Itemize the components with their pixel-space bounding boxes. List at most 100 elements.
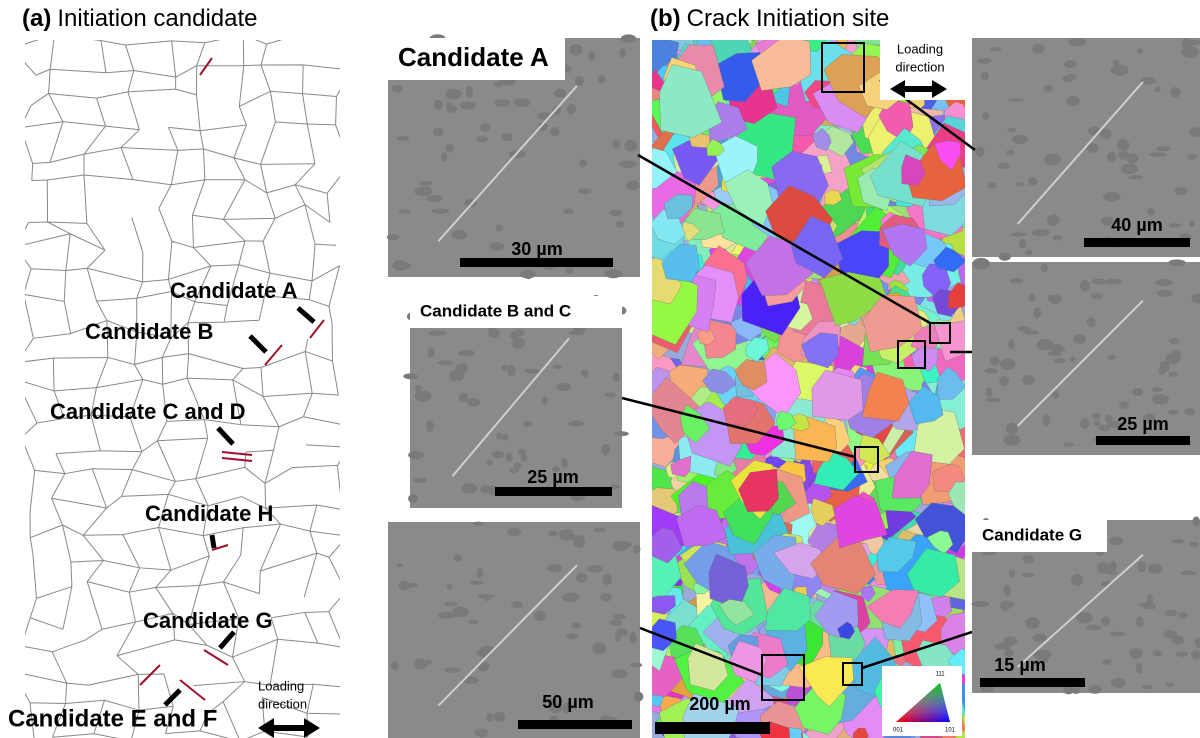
texture: [1008, 569, 1016, 578]
texture: [491, 450, 505, 459]
texture: [477, 594, 496, 599]
texture: [578, 188, 592, 195]
texture: [501, 133, 513, 142]
texture: [1009, 232, 1027, 237]
texture: [986, 387, 993, 398]
texture: [1126, 153, 1139, 164]
texture: [1023, 330, 1039, 335]
texture: [602, 573, 613, 585]
texture: [479, 123, 491, 133]
scale-bar: [460, 258, 613, 267]
grain-boundary-map: [25, 40, 340, 738]
texture: [1170, 350, 1182, 362]
texture: [1086, 317, 1096, 327]
grain: [934, 140, 962, 171]
texture: [997, 162, 1010, 170]
texture: [470, 580, 484, 585]
texture: [1008, 97, 1025, 103]
panel-label: (b): [650, 5, 681, 32]
texture: [1021, 572, 1035, 578]
texture: [630, 662, 643, 668]
texture: [1064, 60, 1077, 69]
grain: [933, 246, 965, 273]
texture: [1047, 294, 1058, 302]
grain: [853, 727, 869, 738]
texture: [415, 384, 422, 393]
candidate-label: Candidate H: [145, 501, 273, 526]
inset-title: Candidate G: [982, 525, 1082, 544]
texture: [989, 356, 1000, 366]
texture: [511, 601, 523, 609]
grain-boundaries: [25, 40, 340, 738]
texture: [1120, 163, 1138, 175]
grain: [907, 548, 960, 598]
grain: [892, 450, 933, 499]
texture: [437, 360, 454, 366]
texture: [513, 98, 531, 108]
texture: [1004, 648, 1014, 658]
grain: [670, 455, 692, 478]
panel-label: (a): [22, 5, 51, 32]
texture: [1033, 649, 1052, 660]
texture: [1135, 616, 1144, 627]
texture: [587, 565, 603, 573]
grain: [652, 376, 708, 445]
texture: [1104, 414, 1113, 424]
grain: [687, 643, 729, 692]
texture: [612, 540, 629, 552]
texture: [1054, 357, 1066, 364]
ipf-label: 111: [935, 672, 945, 678]
grain: [652, 527, 683, 564]
grain: [901, 154, 926, 186]
grain: [729, 640, 768, 683]
texture: [1191, 649, 1200, 660]
texture: [1181, 46, 1199, 58]
grain: [824, 189, 842, 206]
texture: [551, 466, 560, 473]
grain: [751, 40, 811, 91]
scale-bar: [1096, 436, 1190, 445]
texture: [493, 711, 506, 722]
texture: [451, 606, 469, 618]
grain: [706, 138, 725, 156]
crack: [451, 337, 570, 477]
panel-title: Crack Initiation site: [687, 5, 890, 32]
texture: [446, 583, 453, 590]
texture: [398, 209, 412, 214]
texture: [1000, 600, 1011, 611]
texture: [1184, 408, 1195, 416]
texture: [1008, 338, 1015, 350]
texture: [546, 564, 563, 573]
texture: [1152, 394, 1170, 405]
texture: [1189, 127, 1200, 138]
texture: [1032, 43, 1045, 54]
texture: [1135, 662, 1143, 674]
texture: [1168, 223, 1182, 228]
grain: [652, 618, 677, 651]
texture: [1040, 263, 1048, 273]
texture: [444, 667, 461, 673]
texture: [408, 494, 418, 503]
texture: [1185, 39, 1200, 46]
texture: [1155, 146, 1171, 152]
panel-label: (a) Initiation candidate: [22, 5, 258, 32]
texture: [1156, 289, 1173, 297]
texture: [1018, 238, 1027, 249]
candidate-label: Candidate G: [143, 608, 273, 633]
grain: [819, 271, 888, 326]
texture: [1063, 442, 1075, 447]
texture: [568, 420, 585, 427]
grain: [652, 147, 678, 190]
texture: [458, 349, 476, 357]
texture: [486, 712, 494, 723]
texture: [1093, 420, 1101, 427]
grain: [702, 368, 738, 395]
texture: [505, 453, 513, 462]
texture: [474, 728, 489, 738]
grain: [676, 505, 727, 547]
texture: [568, 330, 585, 336]
crack: [437, 564, 578, 707]
texture: [1005, 422, 1019, 435]
texture: [611, 669, 629, 679]
